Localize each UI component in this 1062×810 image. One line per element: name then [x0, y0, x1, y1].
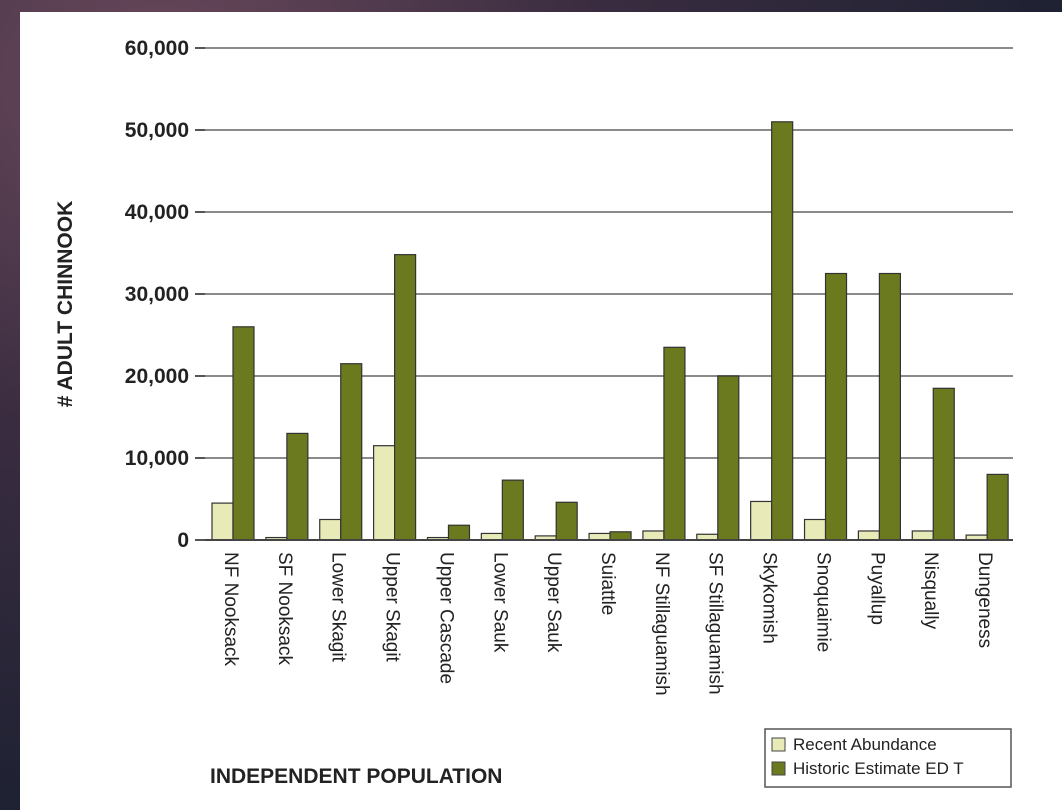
y-tick-label: 50,000 [125, 119, 189, 142]
bar-recent-abundance [750, 500, 773, 541]
x-category-label: Upper Sauk [543, 552, 564, 653]
bar-historic-estimate [609, 531, 632, 541]
gridlines [205, 47, 1013, 459]
x-category-label: Skykomish [759, 552, 780, 644]
bar-recent-abundance [803, 518, 827, 541]
y-tick-label: 40,000 [125, 201, 189, 224]
bar-recent-abundance [911, 530, 934, 541]
legend-label-historic: Historic Estimate ED T [793, 759, 964, 778]
y-tick-label: 0 [177, 529, 189, 552]
bar-historic-estimate [771, 121, 794, 541]
y-tick-label: 30,000 [125, 283, 189, 306]
x-category-label: Upper Skagit [382, 552, 403, 663]
bar-historic-estimate [986, 473, 1009, 541]
y-axis-ticks: 0 10,000 20,000 30,000 40,000 50,000 60,000 [125, 37, 205, 552]
legend: Recent Abundance Historic Estimate ED T [764, 728, 1012, 788]
bar-chart: 0 10,000 20,000 30,000 40,000 50,000 60,000 NF… [54, 37, 1013, 788]
legend-swatch-recent [771, 737, 786, 752]
bar-recent-abundance [211, 502, 234, 541]
legend-label-recent: Recent Abundance [793, 735, 937, 754]
bar-historic-estimate [717, 375, 740, 541]
x-category-label: SF Nooksack [274, 552, 295, 665]
bar-recent-abundance [373, 445, 396, 541]
bar-historic-estimate [394, 254, 417, 541]
x-category-label: NF Nooksack [220, 552, 241, 667]
legend-swatch-historic [771, 761, 786, 776]
x-category-label: Lower Sauk [489, 552, 510, 653]
bar-historic-estimate [340, 363, 363, 541]
x-axis-title: INDEPENDENT POPULATION [210, 765, 502, 788]
bar-historic-estimate [663, 346, 686, 541]
bars [211, 121, 1009, 541]
y-tick-label: 10,000 [125, 447, 189, 470]
legend-box [764, 728, 1012, 788]
bar-historic-estimate [824, 272, 848, 541]
x-category-label: Nisqually [920, 552, 941, 630]
x-category-label: Dungeness [974, 552, 995, 648]
x-category-label: Puyallup [866, 552, 887, 625]
x-category-label: Lower Skagit [328, 552, 349, 663]
y-tick-label: 20,000 [125, 365, 189, 388]
y-tick-label: 60,000 [125, 37, 189, 60]
bar-historic-estimate [447, 524, 471, 541]
bar-historic-estimate [286, 432, 309, 541]
bar-historic-estimate [932, 387, 955, 541]
x-axis-categories: NF Nooksack SF Nooksack Lower Skagit Upper … [220, 552, 995, 696]
bar-historic-estimate [501, 479, 524, 541]
bar-historic-estimate [232, 326, 255, 541]
x-category-label: NF Stillaguamish [651, 552, 672, 696]
y-axis-title: # ADULT CHINNOOK [54, 201, 77, 408]
x-category-label: Upper Cascade [435, 552, 456, 684]
x-category-label: Suiattle [597, 552, 618, 615]
bar-historic-estimate [555, 501, 578, 541]
x-category-label: SF Stillaguamish [705, 552, 726, 695]
bar-recent-abundance [857, 530, 881, 541]
bar-recent-abundance [642, 530, 665, 541]
bar-historic-estimate [878, 272, 902, 541]
bar-recent-abundance [319, 518, 342, 541]
chart-panel: 0 10,000 20,000 30,000 40,000 50,000 60,000 NF… [20, 12, 1062, 810]
x-category-label: Snoquaimie [812, 552, 833, 652]
